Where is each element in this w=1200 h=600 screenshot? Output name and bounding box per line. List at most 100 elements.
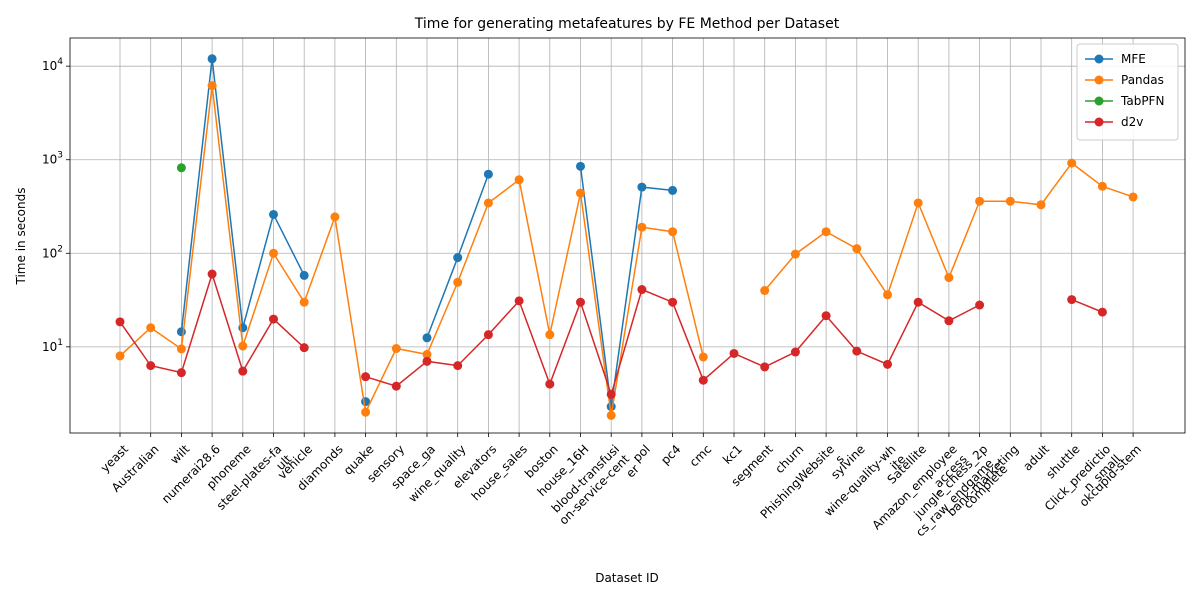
legend-marker-pandas [1094, 75, 1104, 85]
data-point-d2v [790, 347, 800, 357]
data-point-d2v [422, 356, 432, 366]
data-point-pandas [913, 198, 923, 208]
data-point-d2v [975, 300, 985, 310]
data-point-mfe [483, 169, 493, 179]
series-layer [115, 54, 1138, 420]
data-point-d2v [391, 381, 401, 391]
legend-label-d2v: d2v [1121, 115, 1143, 129]
data-point-d2v [883, 359, 892, 369]
data-point-pandas [361, 407, 371, 417]
data-point-pandas [176, 344, 186, 354]
data-point-d2v [1067, 295, 1077, 305]
data-point-pandas [698, 352, 708, 362]
data-point-mfe [576, 161, 585, 171]
legend-label-pandas: Pandas [1121, 73, 1164, 87]
y-axis-label: Time in seconds [14, 188, 28, 286]
data-point-d2v [483, 330, 493, 340]
x-axis-label: Dataset ID [595, 571, 659, 585]
legend: MFE Pandas TabPFN d2v [1076, 43, 1179, 141]
legend-label-tabpfn: TabPFN [1120, 94, 1164, 108]
y-tick-label: 102 [42, 244, 63, 260]
x-tick-label-group: wilt [167, 442, 192, 467]
series-line-mfe [579, 166, 673, 407]
data-point-pandas [422, 349, 432, 359]
data-point-pandas [1005, 196, 1015, 206]
data-point-d2v [913, 297, 923, 307]
x-tick-label-group: pol [630, 442, 653, 465]
y-tick-label: 103 [42, 151, 63, 167]
data-point-pandas [514, 175, 524, 185]
data-point-d2v [576, 297, 585, 307]
data-point-mfe [269, 209, 278, 219]
data-point-pandas [269, 248, 278, 258]
series-line-pandas [119, 85, 705, 416]
data-point-mfe [207, 54, 217, 64]
data-point-d2v [729, 348, 739, 358]
data-point-d2v [944, 316, 954, 326]
data-point-pandas [1097, 181, 1107, 191]
data-point-pandas [606, 410, 616, 420]
data-point-pandas [1128, 192, 1138, 202]
chart-title: Time for generating metafeatures by FE M… [414, 16, 840, 32]
data-point-pandas [115, 351, 125, 361]
data-point-pandas [852, 244, 862, 254]
grid [70, 38, 1185, 433]
data-point-d2v [514, 296, 524, 306]
data-point-d2v [545, 379, 555, 389]
data-point-mfe [453, 253, 463, 263]
data-point-d2v [176, 368, 186, 378]
data-point-pandas [453, 277, 463, 287]
x-tick-label: wilt [167, 442, 192, 467]
data-point-mfe [422, 333, 432, 343]
data-point-mfe [637, 182, 647, 192]
y-tick-label: 101 [42, 338, 63, 354]
y-tick-label: 104 [42, 57, 63, 73]
data-point-pandas [1067, 158, 1077, 168]
data-point-pandas [668, 227, 678, 237]
data-point-pandas [299, 297, 309, 307]
series-line-d2v [1071, 298, 1103, 313]
data-point-d2v [852, 346, 862, 356]
data-point-pandas [821, 227, 831, 237]
data-point-d2v [606, 389, 616, 399]
data-point-mfe [176, 327, 186, 337]
data-point-mfe [668, 185, 678, 195]
data-point-pandas [391, 344, 401, 354]
x-tick-label: cmc [687, 442, 714, 469]
x-tick-label-group: pc4 [658, 442, 683, 467]
x-tick-label: pc4 [658, 442, 683, 467]
plot-area-frame [69, 37, 1186, 434]
data-point-pandas [637, 222, 647, 232]
data-point-pandas [545, 330, 555, 340]
data-point-d2v [821, 311, 831, 321]
data-point-mfe [606, 402, 616, 412]
legend-marker-mfe [1094, 54, 1104, 64]
data-point-d2v [115, 317, 125, 327]
data-point-pandas [760, 286, 770, 296]
data-point-pandas [1036, 200, 1046, 210]
data-point-d2v [361, 372, 371, 382]
data-point-d2v [299, 343, 309, 353]
data-point-tabpfn [176, 163, 186, 173]
data-point-d2v [453, 361, 463, 371]
data-point-pandas [883, 290, 892, 300]
data-point-d2v [1097, 307, 1107, 317]
data-point-d2v [668, 297, 678, 307]
legend-marker-tabpfn [1094, 96, 1104, 106]
x-tick-label-group: kc1 [720, 442, 745, 467]
data-point-mfe [299, 270, 309, 280]
data-point-d2v [238, 366, 248, 376]
data-point-d2v [207, 269, 217, 279]
data-point-d2v [637, 285, 647, 295]
data-point-pandas [330, 212, 340, 222]
x-tick-label: kc1 [720, 442, 745, 467]
legend-label-mfe: MFE [1121, 52, 1146, 66]
y-axis: 101 102 103 104 [42, 57, 70, 354]
data-point-d2v [146, 361, 156, 371]
data-point-pandas [975, 196, 985, 206]
data-point-d2v [760, 362, 770, 372]
data-point-d2v [698, 375, 708, 385]
